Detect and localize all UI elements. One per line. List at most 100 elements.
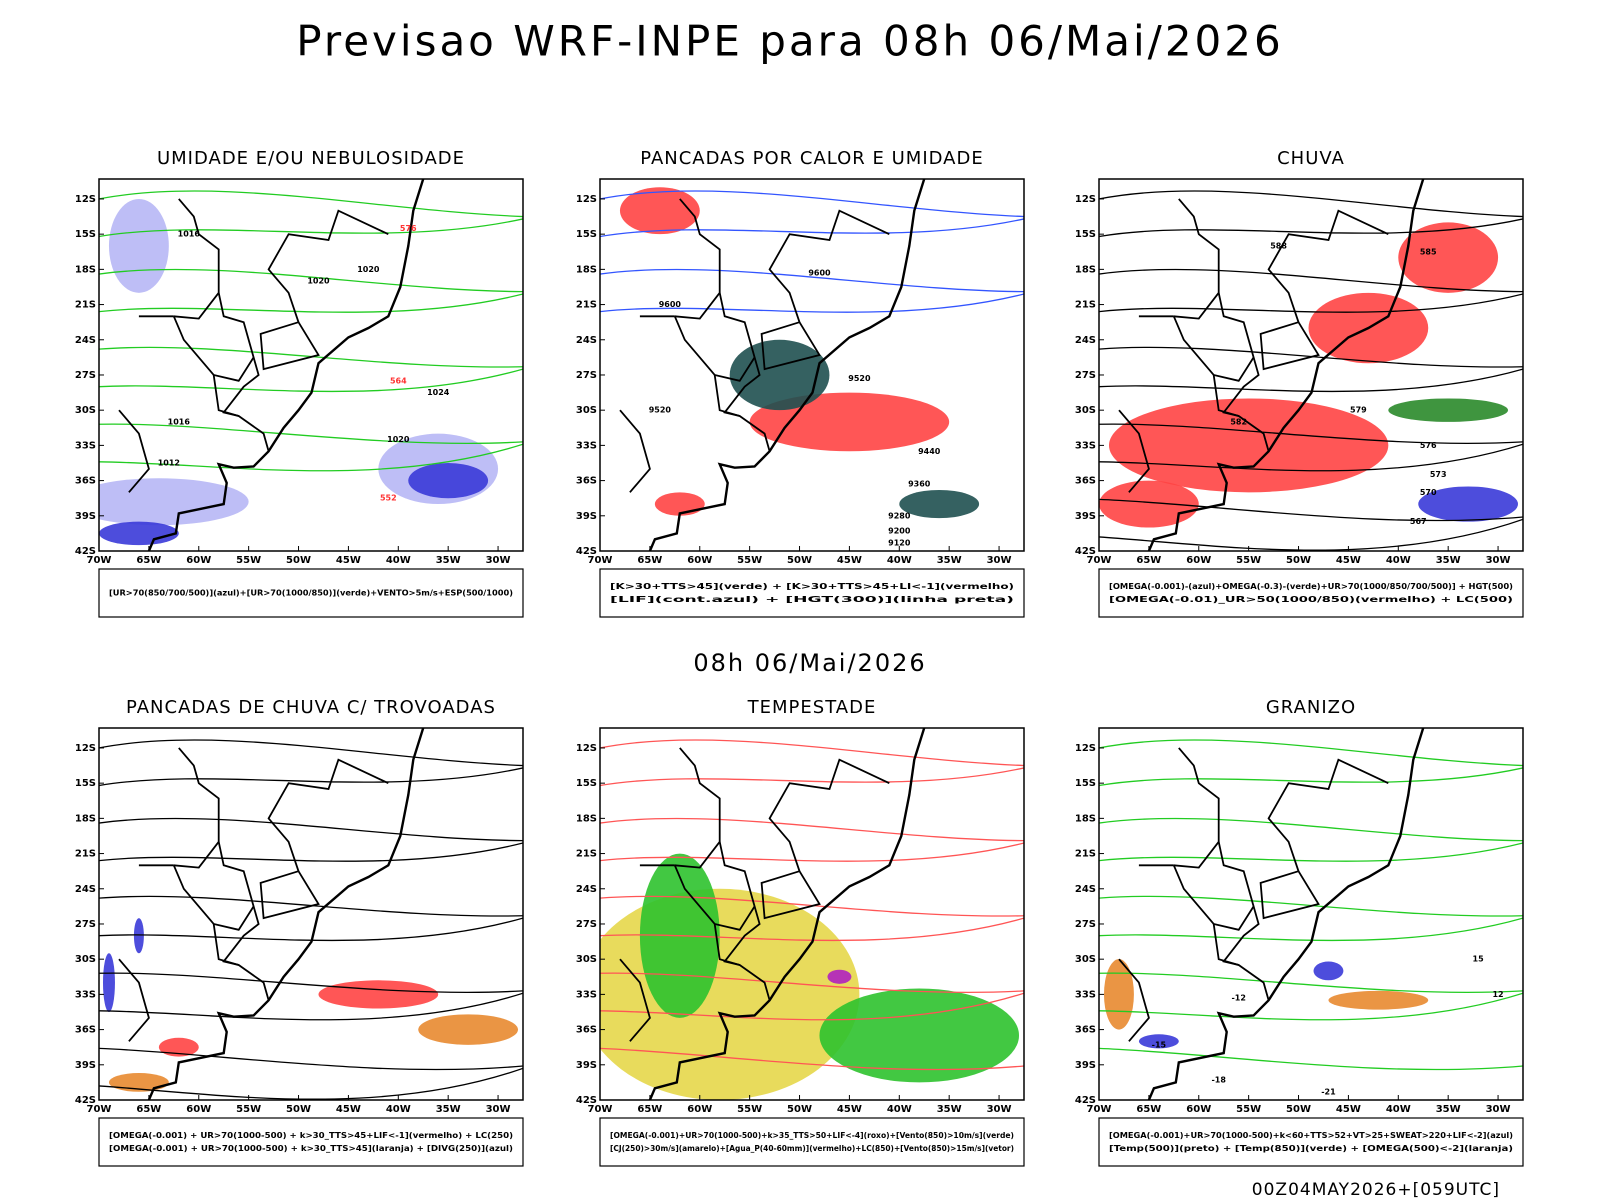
contour-line <box>99 443 523 472</box>
lat-label: 18S <box>1075 813 1096 824</box>
lon-label: 35W <box>436 555 461 566</box>
border <box>1217 841 1270 1001</box>
contour-label: 9200 <box>888 527 911 536</box>
lat-label: 21S <box>576 300 597 311</box>
lat-label: 27S <box>75 370 96 381</box>
lat-label: 33S <box>576 440 597 451</box>
lon-label: 40W <box>887 555 912 566</box>
lat-label: 18S <box>576 813 597 824</box>
lat-label: 33S <box>75 989 96 1000</box>
lon-label: 45W <box>336 555 361 566</box>
border <box>760 870 821 920</box>
lon-label: 50W <box>787 1104 812 1115</box>
lat-label: 24S <box>1075 335 1096 346</box>
map-frame <box>599 178 1025 552</box>
lat-label: 15S <box>75 229 96 240</box>
contour-label: 9520 <box>848 374 871 383</box>
lat-label: 36S <box>576 476 597 487</box>
border <box>173 198 220 320</box>
lon-label: 50W <box>286 555 311 566</box>
lon-label: 40W <box>386 555 411 566</box>
lon-label: 60W <box>186 555 211 566</box>
contour-label: 576 <box>400 224 417 233</box>
contour-line <box>600 268 1024 293</box>
lat-label: 12S <box>576 194 597 205</box>
border <box>768 209 890 323</box>
lat-label: 18S <box>1075 264 1096 275</box>
lon-label: 70W <box>87 1104 112 1115</box>
contour-label: 1020 <box>357 265 380 274</box>
lat-label: 39S <box>75 511 96 522</box>
lat-label: 24S <box>1075 884 1096 895</box>
border <box>259 321 320 371</box>
lat-label: 39S <box>1075 1060 1096 1071</box>
lat-label: 12S <box>1075 743 1096 754</box>
lat-label: 15S <box>576 778 597 789</box>
contour-line <box>600 895 1024 917</box>
contour-line <box>1099 423 1523 445</box>
lat-label: 33S <box>75 440 96 451</box>
contour-line <box>99 1067 523 1100</box>
map-content <box>600 179 1024 551</box>
lat-label: 39S <box>576 1060 597 1071</box>
border <box>1267 209 1389 323</box>
border <box>212 374 239 417</box>
lat-label: 36S <box>1075 476 1096 487</box>
contour-line <box>600 739 1024 767</box>
lat-label: 42S <box>576 1095 597 1106</box>
legend-box <box>599 1117 1025 1167</box>
contour-line <box>1099 498 1523 522</box>
lat-label: 33S <box>576 989 597 1000</box>
contour-label: 576 <box>1420 441 1437 450</box>
border <box>1173 747 1220 869</box>
contour-label: 1016 <box>178 230 201 239</box>
lon-label: 35W <box>1436 1104 1461 1115</box>
contour-label: 585 <box>1420 247 1437 256</box>
contour-line <box>99 972 523 994</box>
contour-line <box>99 739 523 767</box>
lon-label: 50W <box>286 1104 311 1115</box>
panel-title: UMIDADE E/OU NEBULOSIDADE <box>157 148 465 169</box>
lon-label: 70W <box>1087 1104 1112 1115</box>
contour-line <box>600 972 1024 994</box>
lon-label: 50W <box>1286 1104 1311 1115</box>
legend-text: [OMEGA(-0.001) + UR>70(1000-500) + k>30_… <box>109 1143 513 1153</box>
lat-label: 30S <box>1075 405 1096 416</box>
map-frame <box>98 727 524 1101</box>
border <box>1118 958 1150 1042</box>
contour-label: 582 <box>1230 417 1247 426</box>
border <box>768 758 890 872</box>
legend-text: [OMEGA(-0.001)+UR>70(1000-500)+k>35_TTS>… <box>610 1130 1014 1140</box>
contour-line <box>1099 443 1523 472</box>
lon-label: 35W <box>937 1104 962 1115</box>
footer: 00Z04MAY2026+[059UTC] <box>1252 1180 1500 1200</box>
contour-line <box>1099 346 1523 368</box>
border <box>173 747 220 869</box>
lon-label: 30W <box>987 1104 1012 1115</box>
contour-label: -21 <box>1321 1087 1336 1096</box>
lon-label: 45W <box>336 1104 361 1115</box>
lon-label: 65W <box>637 1104 662 1115</box>
contour-label: 12 <box>1492 990 1503 999</box>
legend-text: [OMEGA(-0.01)_UR>50(1000/850)(vermelho) … <box>1109 594 1513 604</box>
lon-label: 35W <box>937 555 962 566</box>
lon-label: 55W <box>236 1104 261 1115</box>
contour-line <box>600 842 1024 862</box>
contour-line <box>99 218 523 238</box>
contour-line <box>1099 972 1523 994</box>
border <box>1118 409 1150 493</box>
shaded-area <box>158 1037 199 1057</box>
border <box>1212 923 1239 966</box>
contour-label: 1012 <box>158 458 180 467</box>
lon-label: 60W <box>1186 555 1211 566</box>
border <box>259 870 320 920</box>
border <box>674 747 721 869</box>
contour-label: 9520 <box>649 406 672 415</box>
lat-label: 27S <box>576 919 597 930</box>
lon-label: 30W <box>987 555 1012 566</box>
map-panel: CHUVA 12S 15S 18S 21S 24S 27S 30S 33S 36S 39S 42S70… <box>1075 148 1524 618</box>
shaded-area <box>1313 961 1344 981</box>
legend-box <box>599 568 1025 618</box>
coastline <box>1147 728 1425 1100</box>
